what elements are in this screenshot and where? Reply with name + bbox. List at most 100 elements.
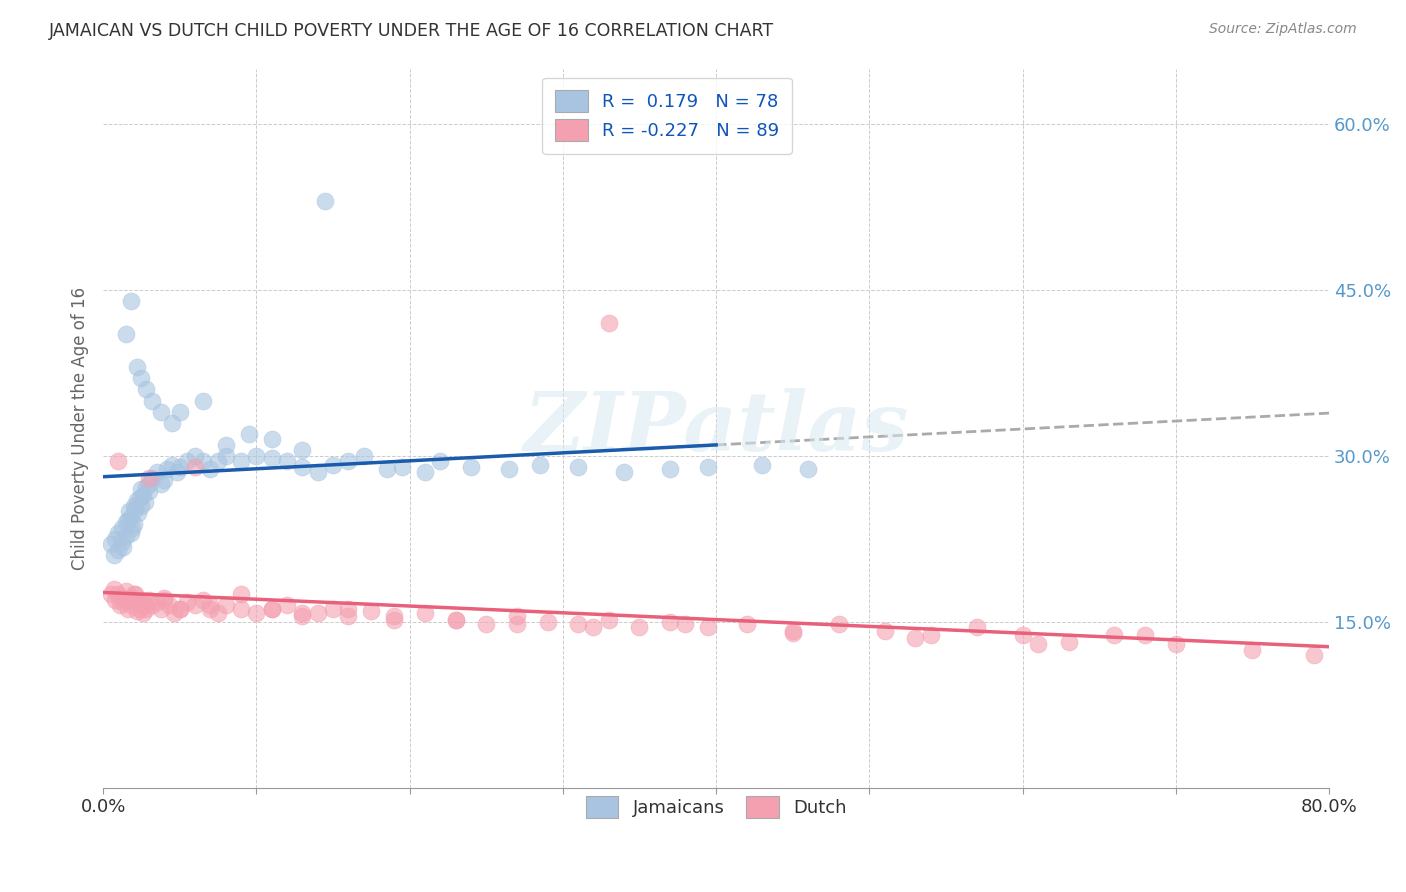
Point xyxy=(827,617,849,632)
Point xyxy=(141,393,163,408)
Point xyxy=(125,604,148,618)
Point xyxy=(107,543,129,558)
Point xyxy=(131,371,153,385)
Point xyxy=(115,515,138,529)
Point xyxy=(322,458,344,472)
Point xyxy=(413,606,436,620)
Point xyxy=(191,454,214,468)
Point xyxy=(567,459,589,474)
Point xyxy=(735,617,758,632)
Point xyxy=(207,454,229,468)
Point xyxy=(215,599,238,613)
Point xyxy=(112,540,135,554)
Point xyxy=(157,599,180,613)
Point xyxy=(229,601,252,615)
Point xyxy=(291,606,314,620)
Point xyxy=(100,587,122,601)
Point xyxy=(920,628,942,642)
Point xyxy=(108,599,131,613)
Point xyxy=(337,454,360,468)
Point xyxy=(613,466,636,480)
Point xyxy=(145,595,167,609)
Point xyxy=(131,499,153,513)
Point xyxy=(598,613,620,627)
Point xyxy=(536,615,558,629)
Point xyxy=(1026,637,1049,651)
Point xyxy=(184,449,207,463)
Point xyxy=(122,517,145,532)
Point xyxy=(122,587,145,601)
Point xyxy=(191,592,214,607)
Point xyxy=(200,462,222,476)
Point xyxy=(125,360,148,375)
Point xyxy=(337,601,360,615)
Point xyxy=(150,601,173,615)
Point xyxy=(112,591,135,605)
Point xyxy=(506,609,529,624)
Point xyxy=(184,459,207,474)
Point xyxy=(132,487,155,501)
Point xyxy=(134,495,156,509)
Point xyxy=(115,327,138,342)
Point xyxy=(120,526,142,541)
Point xyxy=(382,609,405,624)
Point xyxy=(117,513,139,527)
Point xyxy=(176,454,198,468)
Point xyxy=(166,466,188,480)
Point xyxy=(122,499,145,513)
Point xyxy=(659,462,682,476)
Point xyxy=(115,528,138,542)
Point xyxy=(429,454,451,468)
Point xyxy=(697,620,720,634)
Point xyxy=(121,521,143,535)
Point xyxy=(391,459,413,474)
Point xyxy=(160,416,183,430)
Point xyxy=(129,601,152,615)
Point xyxy=(229,454,252,468)
Point xyxy=(138,484,160,499)
Point xyxy=(103,582,125,596)
Point xyxy=(118,504,141,518)
Point xyxy=(131,592,153,607)
Point xyxy=(118,592,141,607)
Point xyxy=(413,466,436,480)
Point xyxy=(122,595,145,609)
Point xyxy=(1057,634,1080,648)
Point xyxy=(382,613,405,627)
Point xyxy=(782,624,804,638)
Point xyxy=(229,587,252,601)
Point xyxy=(135,480,157,494)
Point xyxy=(628,620,651,634)
Point xyxy=(659,615,682,629)
Text: JAMAICAN VS DUTCH CHILD POVERTY UNDER THE AGE OF 16 CORRELATION CHART: JAMAICAN VS DUTCH CHILD POVERTY UNDER TH… xyxy=(49,22,775,40)
Point xyxy=(207,606,229,620)
Point xyxy=(141,471,163,485)
Point xyxy=(697,459,720,474)
Point xyxy=(1302,648,1324,662)
Point xyxy=(125,493,148,508)
Point xyxy=(291,443,314,458)
Point xyxy=(337,609,360,624)
Point xyxy=(498,462,520,476)
Point xyxy=(782,626,804,640)
Point xyxy=(117,601,139,615)
Point xyxy=(260,432,283,446)
Point xyxy=(475,617,498,632)
Point xyxy=(107,454,129,468)
Point xyxy=(156,462,179,476)
Legend: Jamaicans, Dutch: Jamaicans, Dutch xyxy=(578,789,853,826)
Point xyxy=(104,592,127,607)
Point xyxy=(1133,628,1156,642)
Point xyxy=(138,476,160,491)
Point xyxy=(1241,642,1264,657)
Point xyxy=(191,393,214,408)
Point xyxy=(529,458,551,472)
Point xyxy=(238,426,260,441)
Point xyxy=(120,599,142,613)
Point xyxy=(134,599,156,613)
Point xyxy=(110,595,132,609)
Point xyxy=(904,632,927,646)
Point xyxy=(153,591,176,605)
Point xyxy=(132,606,155,620)
Point xyxy=(673,617,696,632)
